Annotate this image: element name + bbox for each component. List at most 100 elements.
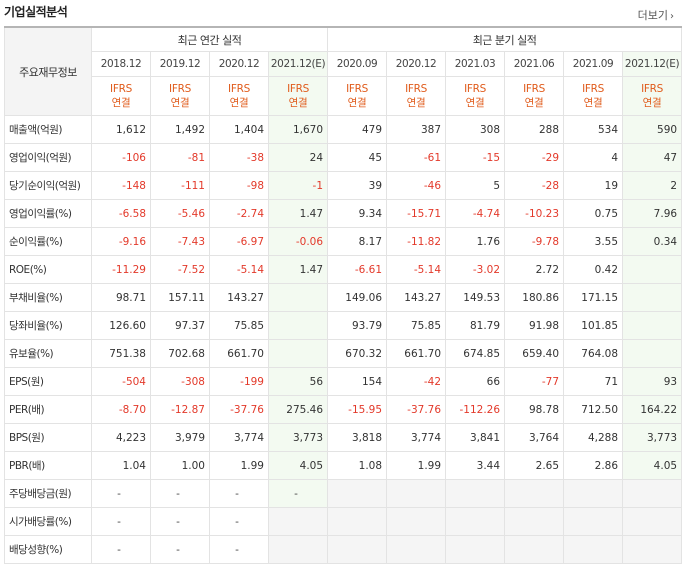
table-cell [267, 507, 329, 536]
table-cell: -28 [504, 171, 565, 200]
table-cell: 180.86 [504, 283, 565, 312]
table-row: 영업이익률(%) -6.58 -5.46 -2.74 1.47 9.34 -15.71 -4.… [4, 199, 682, 228]
table-row: 당기순이익(억원) -148 -111 -98 -1 39 -46 5 -28 19 2 [4, 171, 682, 200]
table-row: 부채비율(%) 98.71 157.11 143.27 149.06 143.27 149.… [4, 283, 682, 312]
table-cell: 93.79 [327, 311, 388, 340]
period-header: 2018.12 [91, 51, 151, 77]
table-cell: 143.27 [209, 283, 269, 312]
standard-line1: IFRS [110, 83, 132, 95]
table-cell: -111 [150, 171, 210, 200]
standard-line1: IFRS [464, 83, 486, 95]
table-cell: -9.78 [504, 227, 565, 256]
table-cell [504, 535, 565, 564]
table-cell: -15.71 [386, 199, 447, 228]
table-cell: 39 [327, 171, 388, 200]
table-cell: 1.00 [150, 451, 210, 480]
table-cell: 3,841 [445, 423, 506, 452]
table-cell: 98.71 [91, 283, 151, 312]
table-cell [386, 479, 447, 508]
table-cell: -15 [445, 143, 506, 172]
table-cell: 2.65 [504, 451, 565, 480]
accounting-standard: IFRS 연결 [91, 76, 151, 116]
standard-line1: IFRS [523, 83, 545, 95]
table-cell: 308 [445, 115, 506, 144]
table-cell: 659.40 [504, 339, 565, 368]
table-cell: 4.05 [622, 451, 682, 480]
standard-line1: IFRS [641, 83, 663, 95]
table-cell: 2.86 [563, 451, 624, 480]
table-cell: 3.44 [445, 451, 506, 480]
table-cell: -504 [91, 367, 151, 396]
standard-line1: IFRS [582, 83, 604, 95]
table-cell: 91.98 [504, 311, 565, 340]
standard-line2: 연결 [170, 97, 190, 109]
period-header: 2021.09 [563, 51, 624, 77]
table-cell: -4.74 [445, 199, 506, 228]
table-cell: -8.70 [91, 395, 151, 424]
table-cell: 0.42 [563, 255, 624, 284]
period-header: 2021.03 [445, 51, 506, 77]
table-row: 순이익률(%) -9.16 -7.43 -6.97 -0.06 8.17 -11.82 1.7… [4, 227, 682, 256]
table-cell: - [91, 479, 151, 508]
row-label: 영업이익률(%) [4, 199, 92, 228]
table-cell: 1,492 [150, 115, 210, 144]
table-cell: 1.99 [209, 451, 269, 480]
table-cell: -148 [91, 171, 151, 200]
more-link-label: 더보기 [637, 9, 668, 22]
table-cell: 534 [563, 115, 624, 144]
accounting-standard: IFRS 연결 [327, 76, 388, 116]
standard-line2: 연결 [347, 97, 367, 109]
table-cell: 8.17 [327, 227, 388, 256]
annual-group-label: 최근 연간 실적 [90, 26, 329, 52]
table-cell: 1,670 [267, 115, 329, 144]
row-label: 부채비율(%) [4, 283, 92, 312]
table-cell: 3,764 [504, 423, 565, 452]
table-cell: 71 [563, 367, 624, 396]
table-cell [622, 479, 682, 508]
table-cell: -37.76 [209, 395, 269, 424]
table-cell: -42 [386, 367, 447, 396]
table-cell [504, 479, 565, 508]
table-cell: - [150, 535, 210, 564]
accounting-standard: IFRS 연결 [267, 76, 329, 116]
table-cell: 387 [386, 115, 447, 144]
table-cell: 1.04 [91, 451, 151, 480]
table-cell: 275.46 [267, 395, 329, 424]
table-cell: - [91, 535, 151, 564]
standard-line2: 연결 [406, 97, 426, 109]
row-label: 순이익률(%) [4, 227, 92, 256]
table-cell: 590 [622, 115, 682, 144]
more-link[interactable]: 더보기 › [638, 7, 674, 23]
table-cell: 24 [267, 143, 329, 172]
table-cell: -61 [386, 143, 447, 172]
table-cell: 101.85 [563, 311, 624, 340]
table-cell: 1.76 [445, 227, 506, 256]
table-cell: -5.46 [150, 199, 210, 228]
table-cell: 1,404 [209, 115, 269, 144]
standard-line2: 연결 [583, 97, 603, 109]
table-cell [386, 535, 447, 564]
table-cell: 19 [563, 171, 624, 200]
table-row: 당좌비율(%) 126.60 97.37 75.85 93.79 75.85 81.79 91… [4, 311, 682, 340]
row-label: ROE(%) [4, 255, 92, 284]
table-cell: 1.47 [267, 199, 329, 228]
accounting-standard: IFRS 연결 [563, 76, 624, 116]
table-cell: -6.58 [91, 199, 151, 228]
table-cell: 5 [445, 171, 506, 200]
table-cell: 75.85 [209, 311, 269, 340]
table-cell: 661.70 [209, 339, 269, 368]
table-cell: -9.16 [91, 227, 151, 256]
period-header: 2021.12(E) [622, 51, 682, 77]
table-row: PER(배) -8.70 -12.87 -37.76 275.46 -15.95 -37.7… [4, 395, 682, 424]
standard-line1: IFRS [405, 83, 427, 95]
table-cell [267, 311, 329, 340]
row-label: 당기순이익(억원) [4, 171, 92, 200]
quarterly-group-label: 최근 분기 실적 [327, 26, 682, 52]
table-row: 유보율(%) 751.38 702.68 661.70 670.32 661.70 674.… [4, 339, 682, 368]
table-cell: 154 [327, 367, 388, 396]
section-header: 기업실적분석 더보기 › [0, 0, 682, 26]
table-cell: -308 [150, 367, 210, 396]
table-cell: 1.08 [327, 451, 388, 480]
table-cell: 661.70 [386, 339, 447, 368]
table-cell: -12.87 [150, 395, 210, 424]
